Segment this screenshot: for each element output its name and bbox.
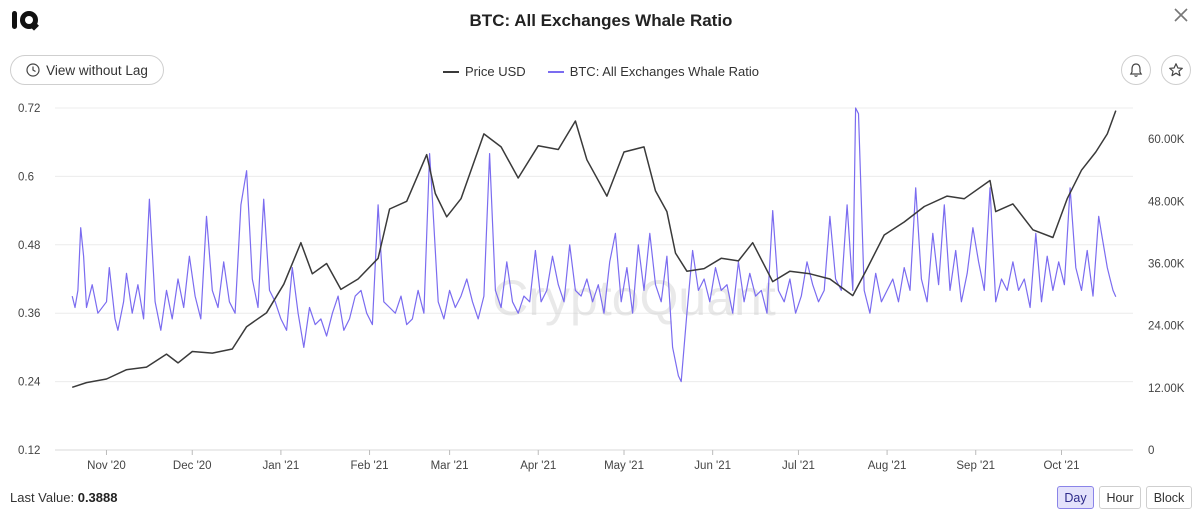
x-tick-label: Sep '21 xyxy=(956,460,995,472)
clock-icon xyxy=(26,63,40,77)
interval-hour-label: Hour xyxy=(1106,490,1134,505)
last-value-number: 0.3888 xyxy=(77,490,118,505)
bell-icon xyxy=(1129,63,1143,77)
y-right-tick-label: 60.00K xyxy=(1148,134,1185,146)
x-tick-label: Aug '21 xyxy=(868,460,907,472)
legend-swatch-whale-ratio xyxy=(547,70,564,73)
series-line-whale-ratio xyxy=(71,107,1117,383)
x-tick-label: Nov '20 xyxy=(87,460,126,472)
cryptoquant-logo-icon xyxy=(12,11,39,31)
star-icon xyxy=(1169,63,1183,77)
y-right-tick-label: 36.00K xyxy=(1148,258,1185,270)
y-right-tick-label: 24.00K xyxy=(1148,321,1185,333)
x-tick-label: Oct '21 xyxy=(1043,460,1079,472)
y-left-tick-label: 0.48 xyxy=(18,240,40,252)
legend-item-price[interactable]: Price USD xyxy=(443,64,526,79)
interval-day-button[interactable]: Day xyxy=(1057,486,1094,509)
legend-swatch-price xyxy=(443,70,459,73)
legend-label-price: Price USD xyxy=(465,64,526,79)
x-tick-label: Apr '21 xyxy=(520,460,556,472)
x-tick-label: Feb '21 xyxy=(351,460,389,472)
y-left-tick-label: 0.72 xyxy=(18,103,40,115)
y-right-tick-label: 12.00K xyxy=(1148,383,1185,395)
y-right-tick-label: 48.00K xyxy=(1148,196,1185,208)
alert-bell-button[interactable] xyxy=(1121,55,1151,85)
x-tick-label: Jun '21 xyxy=(694,460,731,472)
y-left-tick-label: 0.12 xyxy=(18,445,40,457)
x-tick-label: Jul '21 xyxy=(782,460,815,472)
y-left-tick-label: 0.24 xyxy=(18,377,41,389)
y-right-tick-label: 0 xyxy=(1148,445,1154,457)
legend-item-whale-ratio[interactable]: BTC: All Exchanges Whale Ratio xyxy=(547,64,759,79)
interval-block-label: Block xyxy=(1153,490,1185,505)
y-left-tick-label: 0.6 xyxy=(18,171,34,183)
x-tick-label: May '21 xyxy=(604,460,644,472)
chart-title: BTC: All Exchanges Whale Ratio xyxy=(469,11,733,30)
view-without-lag-button[interactable]: View without Lag xyxy=(10,55,164,85)
interval-hour-button[interactable]: Hour xyxy=(1099,486,1141,509)
last-value: Last Value: 0.3888 xyxy=(10,490,117,505)
chart-area: 0.12 0.24 0.36 0.48 0.6 0.72 0 12.00K 24.00K 36.0… xyxy=(18,103,1185,472)
chart-legend: Price USD BTC: All Exchanges Whale Ratio xyxy=(443,64,759,79)
x-tick-label: Jan '21 xyxy=(263,460,300,472)
favorite-star-button[interactable] xyxy=(1161,55,1191,85)
legend-label-whale-ratio: BTC: All Exchanges Whale Ratio xyxy=(569,64,759,79)
close-icon[interactable] xyxy=(1172,6,1190,24)
x-tick-label: Dec '20 xyxy=(173,460,212,472)
interval-block-button[interactable]: Block xyxy=(1146,486,1192,509)
interval-day-label: Day xyxy=(1064,490,1087,505)
series-line-price-usd xyxy=(71,110,1117,389)
view-without-lag-label: View without Lag xyxy=(46,62,148,78)
x-tick-label: Mar '21 xyxy=(431,460,469,472)
last-value-label: Last Value: xyxy=(10,490,75,505)
y-left-tick-label: 0.36 xyxy=(18,308,40,320)
